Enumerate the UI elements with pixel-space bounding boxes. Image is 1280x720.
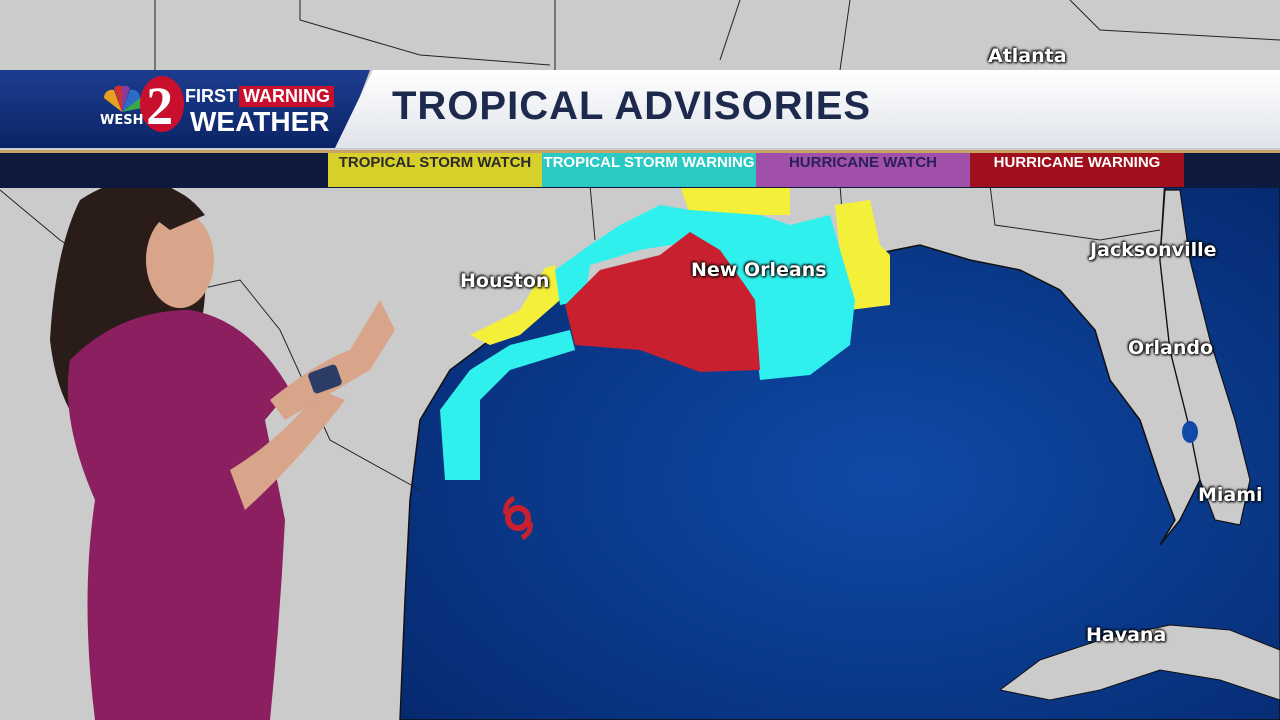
legend-tropical-storm-warning: TROPICAL STORM WARNING bbox=[542, 153, 756, 187]
brand-first: FIRST bbox=[185, 86, 237, 106]
tropical-storm-watch-areas bbox=[470, 185, 890, 345]
city-label-orlando: Orlando bbox=[1128, 337, 1214, 359]
legend-tropical-storm-watch: TROPICAL STORM WATCH bbox=[328, 153, 542, 187]
city-label-new-orleans: New Orleans bbox=[691, 259, 827, 281]
cuba bbox=[998, 624, 1280, 701]
station-brand: WESH 2 FIRST WARNING WEATHER bbox=[0, 70, 370, 148]
brand-weather: WEATHER bbox=[190, 106, 330, 137]
city-label-atlanta: Atlanta bbox=[988, 45, 1067, 67]
station-logo: WESH 2 bbox=[100, 76, 174, 136]
lake-okeechobee bbox=[1182, 421, 1198, 443]
tropical-cyclone-icon bbox=[503, 495, 533, 541]
city-label-havana: Havana bbox=[1086, 624, 1167, 646]
city-label-jacksonville: Jacksonville bbox=[1090, 239, 1217, 261]
legend-hurricane-warning: HURRICANE WARNING bbox=[970, 153, 1184, 187]
legend-hurricane-watch: HURRICANE WATCH bbox=[756, 153, 970, 187]
channel-2-badge bbox=[140, 76, 184, 132]
advisory-legend: TROPICAL STORM WATCH TROPICAL STORM WARN… bbox=[0, 150, 1280, 188]
nbc-peacock-icon bbox=[103, 85, 143, 112]
presenter bbox=[50, 180, 395, 720]
title-bar bbox=[335, 70, 1280, 148]
tropical-storm-warning-areas bbox=[440, 205, 855, 480]
city-label-houston: Houston bbox=[460, 270, 550, 292]
lower-third-banner: WESH 2 FIRST WARNING WEATHER TROPICAL AD… bbox=[0, 70, 1280, 188]
florida-peninsula bbox=[1159, 189, 1251, 526]
hurricane-warning-area bbox=[565, 232, 760, 372]
brand-warning: WARNING bbox=[239, 86, 334, 107]
page-title: TROPICAL ADVISORIES bbox=[392, 84, 872, 128]
city-label-miami: Miami bbox=[1198, 484, 1263, 506]
